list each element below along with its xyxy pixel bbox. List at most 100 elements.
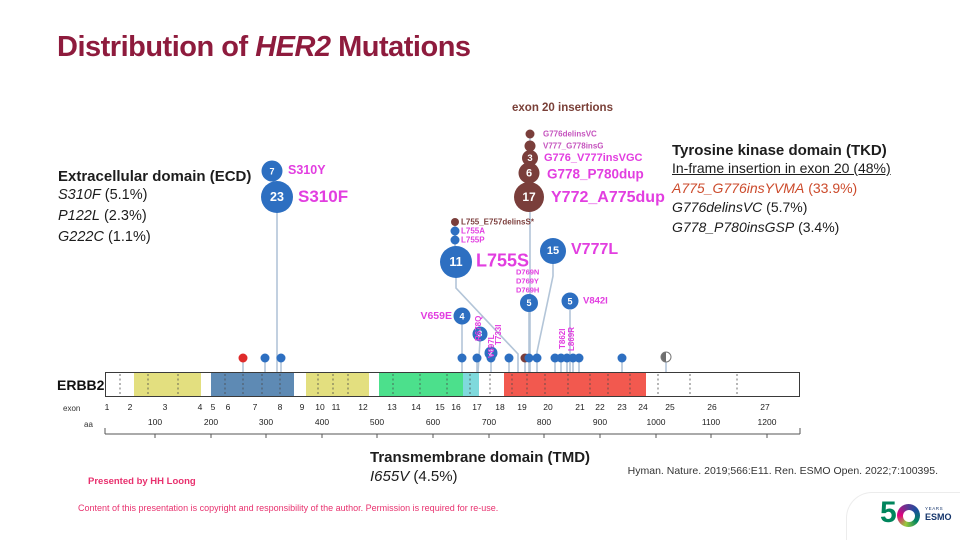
exon-number: 3 — [162, 402, 168, 412]
mutation-label-g776-v777insvgc: G776_V777insVGC — [544, 152, 643, 164]
logo-years-label: YEARS — [925, 506, 944, 511]
lollipop-circle-v659e: 4 — [453, 307, 471, 325]
exon-number: 13 — [387, 402, 397, 412]
bar-dot — [574, 353, 584, 363]
mutation-label-d769y: D769Y — [516, 276, 539, 286]
exon-number: 14 — [411, 402, 421, 412]
bar-segment-cyan — [463, 373, 479, 396]
tkd-subheader: In-frame insertion in exon 20 (48%) — [672, 160, 891, 176]
lollipop-circle-v842i: 5 — [561, 292, 579, 310]
bar-dot-red — [238, 353, 248, 363]
bar-dot — [504, 353, 514, 363]
bar-dot — [532, 353, 542, 363]
exon-number: 7 — [252, 402, 258, 412]
aa-tick-label: 800 — [536, 417, 552, 427]
lollipop-dot-l755a — [450, 226, 460, 236]
tmd-item: I655V (4.5%) — [370, 468, 458, 485]
mutation-label-l755s: L755S — [476, 250, 530, 271]
exon-number: 23 — [617, 402, 627, 412]
mutation-label-v659e: V659E — [420, 310, 452, 322]
aa-tick-label: 1200 — [757, 417, 777, 427]
lollipop-circle-l755s: 11 — [440, 246, 472, 278]
mutation-label-l869r: L869R — [567, 326, 576, 351]
lollipop-circle-g778-p780dup: 6 — [518, 162, 540, 184]
logo-five: 5 — [880, 496, 897, 529]
ecd-item: S310F (5.1%) — [58, 187, 148, 203]
mutation-label-v777l: V777L — [571, 241, 619, 258]
bar-segment-red — [504, 373, 646, 396]
aa-tick-label: 1100 — [701, 417, 721, 427]
bar-dot — [556, 353, 566, 363]
exon-number: 21 — [575, 402, 585, 412]
aa-tick-label: 100 — [147, 417, 163, 427]
mutation-label-t862i: T862I — [558, 328, 567, 349]
mutation-label-l755p: L755P — [461, 235, 485, 245]
mutation-label-l755a: L755A — [461, 226, 486, 236]
aa-tick-label: 400 — [314, 417, 330, 427]
lollipop-circle-v777l: 15 — [540, 238, 566, 264]
tkd-block: Tyrosine kinase domain (TKD) In-frame in… — [672, 142, 891, 237]
tkd-item: G776delinsVC (5.7%) — [672, 199, 808, 215]
bar-dot-half-filled — [660, 351, 672, 363]
exon-number: 16 — [451, 402, 461, 412]
bar-segment-blue — [211, 373, 294, 396]
exon-number: 26 — [707, 402, 717, 412]
bar-segment-yellow-2 — [306, 373, 369, 396]
bar-dot — [617, 353, 627, 363]
exon-number: 20 — [543, 402, 553, 412]
ecd-item: G222C (1.1%) — [58, 229, 151, 245]
lollipop-circle-g776delinsvc — [525, 129, 535, 139]
aa-tick-label: 300 — [258, 417, 274, 427]
citation: Hyman. Nature. 2019;566:E11. Ren. ESMO O… — [627, 465, 938, 477]
exon-number: 6 — [225, 402, 231, 412]
mutation-label-d769h: D769H — [516, 285, 540, 295]
title-prefix: Distribution of — [57, 31, 256, 63]
exon-number: 19 — [517, 402, 527, 412]
mutation-label-y772-a775dup: Y772_A775dup — [551, 189, 665, 206]
tkd-header: Tyrosine kinase domain (TKD) — [672, 142, 887, 159]
aa-tick-label: 600 — [425, 417, 441, 427]
mutation-label-g778-p780dup: G778_P780dup — [547, 166, 644, 182]
bar-segment-green — [379, 373, 463, 396]
bar-dot — [457, 353, 467, 363]
presented-by: Presented by HH Loong — [88, 476, 196, 487]
mutation-label-g776delinsvc: G776delinsVC — [543, 129, 597, 139]
bar-dot — [276, 353, 286, 363]
aa-scale — [104, 428, 801, 438]
mutation-label-r678q: R678Q — [474, 315, 483, 341]
lollipop-dot-l755p — [450, 235, 460, 245]
bar-dot — [562, 353, 572, 363]
lollipop-circle-s310f: 23 — [261, 181, 293, 213]
ecd-item: P122L (2.3%) — [58, 208, 147, 224]
exon-number: 25 — [665, 402, 675, 412]
logo-esmo-label: ESMO — [925, 512, 952, 522]
aa-tick-label: 700 — [481, 417, 497, 427]
mutation-label-s310f: S310F — [298, 187, 349, 206]
footer-copyright: Content of this presentation is copyrigh… — [78, 503, 499, 513]
mutation-label-s310y: S310Y — [288, 163, 326, 177]
mutation-label-t733i: T733I — [494, 324, 503, 345]
exon-row-label: exon — [63, 404, 81, 413]
exon-number: 12 — [358, 402, 368, 412]
exon-number: 1 — [104, 402, 110, 412]
logo-ring-icon — [897, 504, 920, 527]
exon-number: 8 — [277, 402, 283, 412]
tmd-header: Transmembrane domain (TMD) — [370, 449, 591, 466]
aa-row-label: aa — [84, 420, 93, 429]
tkd-item: A775_G776insYVMA (33.9%) — [672, 179, 858, 196]
ecd-header: Extracellular domain (ECD) — [58, 168, 252, 185]
title-gene: HER2 — [255, 31, 331, 63]
bar-dot — [472, 353, 482, 363]
exon-number: 22 — [595, 402, 605, 412]
lollipop-circle-y772-a775dup: 17 — [514, 182, 544, 212]
title-suffix: Mutations — [330, 31, 471, 63]
aa-tick-label: 1000 — [646, 417, 666, 427]
ecd-block: Extracellular domain (ECD) S310F (5.1%) … — [58, 168, 251, 248]
lollipop-dot-l755-e757 — [451, 218, 459, 226]
mutation-label-d769n: D769N — [516, 267, 540, 277]
exon-number: 17 — [472, 402, 482, 412]
mutation-label-v842i: V842I — [583, 295, 608, 307]
exon-number: 15 — [435, 402, 445, 412]
page-title: Distribution of HER2 Mutations — [57, 31, 471, 64]
